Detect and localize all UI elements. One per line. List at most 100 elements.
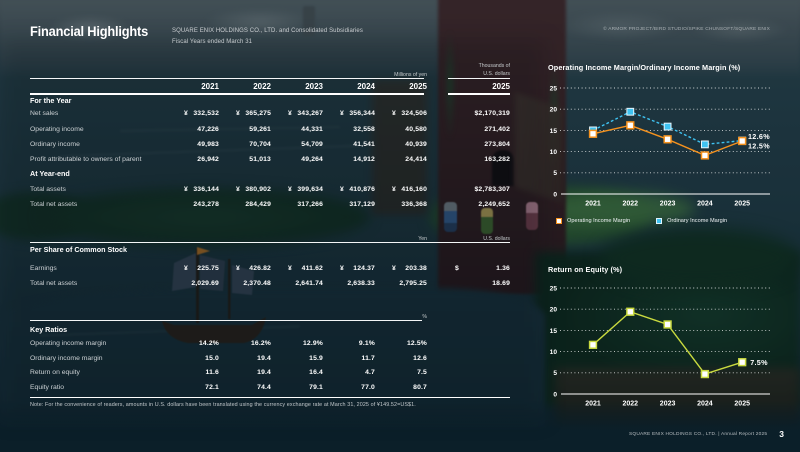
svg-text:2025: 2025	[734, 401, 750, 408]
cell: ¥426.82	[219, 265, 271, 272]
cell: 49,264	[271, 156, 323, 163]
cell-value: 343,267	[297, 110, 323, 118]
cell: ¥365,275	[219, 110, 271, 117]
cell: 11.6	[167, 369, 219, 376]
cell: ¥356,344	[323, 110, 375, 117]
cell: 26,942	[167, 156, 219, 163]
cell-value: 32,558	[353, 125, 375, 133]
cell-value: 15.9	[309, 354, 323, 362]
cell-value: 18.69	[492, 279, 510, 287]
cell: 40,939	[375, 141, 427, 148]
cell-value: 16.2%	[250, 339, 271, 347]
cell: ¥410,876	[323, 186, 375, 193]
unit-percent: %	[422, 314, 427, 321]
cell-value: 324,506	[401, 110, 427, 118]
cell: 4.7	[323, 369, 375, 376]
svg-text:2022: 2022	[623, 201, 639, 208]
table-row: Operating income margin 14.2% 16.2% 12.9…	[30, 336, 510, 351]
table-row: Return on equity 11.6 19.4 16.4 4.7 7.5	[30, 365, 510, 380]
cell-value: 70,704	[249, 140, 271, 148]
cell-value: 44,331	[301, 125, 323, 133]
financial-highlights-table: Millions of yen Thousands of U.S. dollar…	[30, 52, 510, 408]
section-heading-per-share: Per Share of Common Stock	[30, 245, 128, 255]
table-row: Profit attributable to owners of parent …	[30, 152, 510, 167]
table-row: Total assets ¥336,144 ¥380,902 ¥399,634 …	[30, 182, 510, 197]
cell: ¥324,506	[375, 110, 427, 117]
row-label: Return on equity	[30, 369, 80, 377]
table-bottom-rule	[30, 396, 510, 398]
cell-value: 40,580	[405, 125, 427, 133]
currency-symbol: ¥	[236, 110, 240, 118]
unit-thousands-usd: Thousands of U.S. dollars	[427, 63, 510, 78]
cell: 7.5	[375, 369, 427, 376]
cell-value: 24,414	[405, 156, 427, 164]
cell: 16.4	[271, 369, 323, 376]
character-sprite-pink	[526, 202, 538, 230]
currency-symbol: ¥	[288, 264, 292, 272]
year-header: 2025	[492, 81, 510, 91]
year-header-row: 2021 2022 2023 2024 2025 2025	[30, 79, 510, 93]
year-header: 2023	[305, 81, 323, 91]
cell-value: 2,370.48	[243, 279, 271, 287]
legend-item: Operating Income Margin	[556, 218, 630, 224]
currency-symbol: ¥	[236, 264, 240, 272]
cell-value: 411.62	[301, 264, 323, 272]
row-label: Total assets	[30, 185, 66, 193]
row-label: Total net assets	[30, 201, 78, 209]
cell-value: 49,264	[301, 156, 323, 164]
row-label: Profit attributable to owners of parent	[30, 156, 142, 164]
cell-value: 26,942	[197, 156, 219, 164]
return-on-equity-chart: Return on Equity (%) 0 5 10 15 20 25 2021 2022 2…	[548, 265, 800, 414]
copyright-notice: © ARMOR PROJECT/BIRD STUDIO/SPIKE CHUNSO…	[603, 27, 770, 32]
cell-value: 59,261	[249, 125, 271, 133]
cell: 2,641.74	[271, 280, 323, 287]
svg-text:2021: 2021	[585, 401, 601, 408]
svg-text:2022: 2022	[623, 401, 639, 408]
currency-symbol: ¥	[392, 185, 396, 193]
cell: ¥225.75	[167, 265, 219, 272]
legend-item: Ordinary Income Margin	[656, 218, 727, 224]
table-row: Net sales ¥332,532 ¥365,275 ¥343,267 ¥35…	[30, 106, 510, 121]
section-heading-at-year-end: At Year-end	[30, 168, 70, 178]
cell-value: 336,368	[401, 201, 427, 209]
cell: 2,795.25	[375, 280, 427, 287]
currency-symbol: ¥	[184, 185, 188, 193]
character-sprite-green	[481, 208, 493, 234]
cell: 19.4	[219, 355, 271, 362]
dim-overlay-left	[0, 40, 545, 420]
cell-value: 12.9%	[302, 339, 323, 347]
page-subtitle: SQUARE ENIX HOLDINGS CO., LTD. and Conso…	[172, 26, 363, 48]
cell-value: 163,282	[484, 156, 510, 164]
cell-value: 1.36	[496, 264, 510, 272]
cell-value: 426.82	[249, 264, 271, 272]
cell: 19.4	[219, 369, 271, 376]
cell-value: 365,275	[245, 110, 271, 118]
currency-symbol: $	[455, 264, 459, 272]
cell-value: 243,278	[193, 201, 219, 209]
header-rule-bottom	[30, 93, 510, 95]
sailing-ship	[162, 247, 266, 343]
row-label: Ordinary income margin	[30, 354, 103, 362]
cell: $2,170,319	[427, 110, 510, 117]
table-row: Total net assets 243,278 284,429 317,266…	[30, 197, 510, 212]
table-row: Total net assets 2,029.69 2,370.48 2,641…	[30, 276, 510, 291]
svg-text:15: 15	[550, 328, 558, 335]
row-label: Operating income	[30, 125, 84, 133]
cell-value: 79.1	[309, 383, 323, 391]
sea-bottom-strip	[0, 400, 800, 452]
cell-value: 12.5%	[406, 339, 427, 347]
cell: 16.2%	[219, 340, 271, 347]
cell: 317,266	[271, 201, 323, 208]
page-footer: SQUARE ENIX HOLDINGS CO., LTD. | Annual …	[629, 429, 784, 439]
section-rule	[30, 242, 510, 244]
cell-value: 2,641.74	[295, 279, 323, 287]
cell: ¥411.62	[271, 265, 323, 272]
unit-labels-row: Millions of yen Thousands of U.S. dollar…	[30, 52, 510, 78]
snow-peaks	[0, 0, 800, 60]
cell-value: 332,532	[193, 110, 219, 118]
cell: 336,368	[375, 201, 427, 208]
svg-text:2023: 2023	[660, 201, 676, 208]
